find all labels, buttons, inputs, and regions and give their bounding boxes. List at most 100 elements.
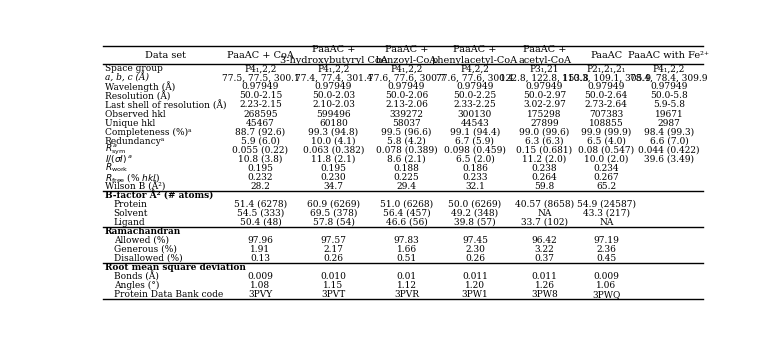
Text: 99.1 (94.4): 99.1 (94.4)	[449, 128, 500, 136]
Text: 2.36: 2.36	[597, 245, 616, 254]
Text: 98.4 (99.3): 98.4 (99.3)	[644, 128, 694, 136]
Text: 77.6, 77.6, 300.7: 77.6, 77.6, 300.7	[368, 74, 446, 82]
Text: 1.15: 1.15	[323, 281, 344, 290]
Text: 0.37: 0.37	[535, 254, 554, 263]
Text: 6.3 (6.3): 6.3 (6.3)	[525, 136, 564, 146]
Text: Wavelength (Å): Wavelength (Å)	[105, 81, 175, 92]
Text: 97.96: 97.96	[247, 236, 273, 245]
Text: 77.4, 77.4, 301.4: 77.4, 77.4, 301.4	[294, 74, 372, 82]
Text: 1.20: 1.20	[465, 281, 485, 290]
Text: Space group: Space group	[105, 64, 162, 74]
Text: 0.97949: 0.97949	[315, 82, 352, 91]
Text: 54.5 (333): 54.5 (333)	[236, 209, 284, 218]
Text: 51.0 (6268): 51.0 (6268)	[380, 200, 433, 209]
Text: 3PVR: 3PVR	[394, 290, 419, 299]
Text: 300130: 300130	[458, 109, 492, 118]
Text: 50.0-2.06: 50.0-2.06	[385, 91, 428, 101]
Text: 50.0-2.97: 50.0-2.97	[523, 91, 566, 101]
Text: Allowed (%): Allowed (%)	[114, 236, 168, 245]
Text: 0.01: 0.01	[396, 272, 417, 281]
Text: 97.57: 97.57	[320, 236, 347, 245]
Text: 39.6 (3.49): 39.6 (3.49)	[644, 155, 694, 163]
Text: 0.009: 0.009	[594, 272, 619, 281]
Text: Generous (%): Generous (%)	[114, 245, 176, 254]
Text: Unique hkl: Unique hkl	[105, 119, 155, 128]
Text: 0.238: 0.238	[532, 164, 557, 173]
Text: Ramachandran: Ramachandran	[105, 227, 181, 236]
Text: 27899: 27899	[530, 119, 559, 128]
Text: 40.57 (8658): 40.57 (8658)	[515, 200, 574, 209]
Text: 43.3 (217): 43.3 (217)	[583, 209, 630, 218]
Text: 0.195: 0.195	[320, 164, 347, 173]
Text: 99.3 (94.8): 99.3 (94.8)	[309, 128, 359, 136]
Text: P4,2,2: P4,2,2	[460, 64, 489, 74]
Text: 0.233: 0.233	[462, 173, 488, 182]
Text: 0.267: 0.267	[594, 173, 619, 182]
Text: 88.7 (92.6): 88.7 (92.6)	[236, 128, 286, 136]
Text: Last shell of resolution (Å): Last shell of resolution (Å)	[105, 100, 226, 110]
Text: 97.19: 97.19	[594, 236, 619, 245]
Text: Disallowed (%): Disallowed (%)	[114, 254, 182, 263]
Text: 0.011: 0.011	[532, 272, 557, 281]
Text: 268595: 268595	[244, 109, 278, 118]
Text: 10.8 (3.8): 10.8 (3.8)	[238, 155, 283, 163]
Text: 0.08 (0.547): 0.08 (0.547)	[578, 146, 634, 155]
Text: 2.17: 2.17	[323, 245, 344, 254]
Text: PaaAC + CoA: PaaAC + CoA	[227, 51, 294, 60]
Text: 11.8 (2.1): 11.8 (2.1)	[312, 155, 355, 163]
Text: 0.97949: 0.97949	[242, 82, 279, 91]
Text: 54.9 (24587): 54.9 (24587)	[577, 200, 636, 209]
Text: P3₁,21: P3₁,21	[530, 64, 559, 74]
Text: 0.13: 0.13	[251, 254, 270, 263]
Text: 0.26: 0.26	[465, 254, 485, 263]
Text: Observed hkl: Observed hkl	[105, 109, 165, 118]
Text: 2.10-2.03: 2.10-2.03	[312, 101, 355, 109]
Text: 0.078 (0.389): 0.078 (0.389)	[376, 146, 438, 155]
Text: Protein Data Bank code: Protein Data Bank code	[114, 290, 223, 299]
Text: PaaAC: PaaAC	[590, 51, 622, 60]
Text: P2₁,2₁,2₁: P2₁,2₁,2₁	[586, 64, 626, 74]
Text: 49.2 (348): 49.2 (348)	[451, 209, 499, 218]
Text: 99.5 (96.6): 99.5 (96.6)	[381, 128, 431, 136]
Text: 39.8 (57): 39.8 (57)	[454, 218, 496, 227]
Text: 60180: 60180	[319, 119, 348, 128]
Text: 0.188: 0.188	[394, 164, 420, 173]
Text: 44543: 44543	[460, 119, 489, 128]
Text: 57.8 (54): 57.8 (54)	[312, 218, 355, 227]
Text: 0.15 (0.681): 0.15 (0.681)	[517, 146, 572, 155]
Text: 5.8 (4.2): 5.8 (4.2)	[387, 136, 426, 146]
Text: Redundancyᵃ: Redundancyᵃ	[105, 136, 165, 146]
Text: 6.5 (4.0): 6.5 (4.0)	[586, 136, 626, 146]
Text: 0.232: 0.232	[247, 173, 273, 182]
Text: PaaAC with Fe²⁺: PaaAC with Fe²⁺	[629, 51, 709, 60]
Text: 78.4, 78.4, 309.9: 78.4, 78.4, 309.9	[630, 74, 708, 82]
Text: 707383: 707383	[589, 109, 623, 118]
Text: 339272: 339272	[390, 109, 424, 118]
Text: 0.044 (0.422): 0.044 (0.422)	[638, 146, 700, 155]
Text: Angles (°): Angles (°)	[114, 281, 159, 290]
Text: 50.0-2.15: 50.0-2.15	[239, 91, 282, 101]
Text: 51.4 (6278): 51.4 (6278)	[234, 200, 287, 209]
Text: Resolution (Å): Resolution (Å)	[105, 91, 170, 101]
Text: a, b, c (Å): a, b, c (Å)	[105, 73, 149, 83]
Text: 50.0-2.03: 50.0-2.03	[312, 91, 355, 101]
Text: 97.45: 97.45	[462, 236, 488, 245]
Text: 0.97949: 0.97949	[587, 82, 625, 91]
Text: 50.4 (48): 50.4 (48)	[240, 218, 281, 227]
Text: 99.9 (99.9): 99.9 (99.9)	[581, 128, 631, 136]
Text: 58037: 58037	[392, 119, 421, 128]
Text: PaaAC +
benzoyl-CoA: PaaAC + benzoyl-CoA	[376, 45, 437, 65]
Text: 99.0 (99.6): 99.0 (99.6)	[519, 128, 570, 136]
Text: 0.011: 0.011	[462, 272, 488, 281]
Text: 1.06: 1.06	[596, 281, 616, 290]
Text: 0.186: 0.186	[462, 164, 488, 173]
Text: P4₁,2,2: P4₁,2,2	[317, 64, 350, 74]
Text: 3PWQ: 3PWQ	[592, 290, 620, 299]
Text: 11.2 (2.0): 11.2 (2.0)	[522, 155, 567, 163]
Text: 77.6, 77.6, 300.4: 77.6, 77.6, 300.4	[436, 74, 514, 82]
Text: 3PW8: 3PW8	[531, 290, 558, 299]
Text: $R_{\mathrm{work}}$: $R_{\mathrm{work}}$	[105, 162, 128, 174]
Text: 77.5, 77.5, 300.1: 77.5, 77.5, 300.1	[222, 74, 299, 82]
Text: 0.225: 0.225	[394, 173, 420, 182]
Text: 28.2: 28.2	[251, 182, 270, 191]
